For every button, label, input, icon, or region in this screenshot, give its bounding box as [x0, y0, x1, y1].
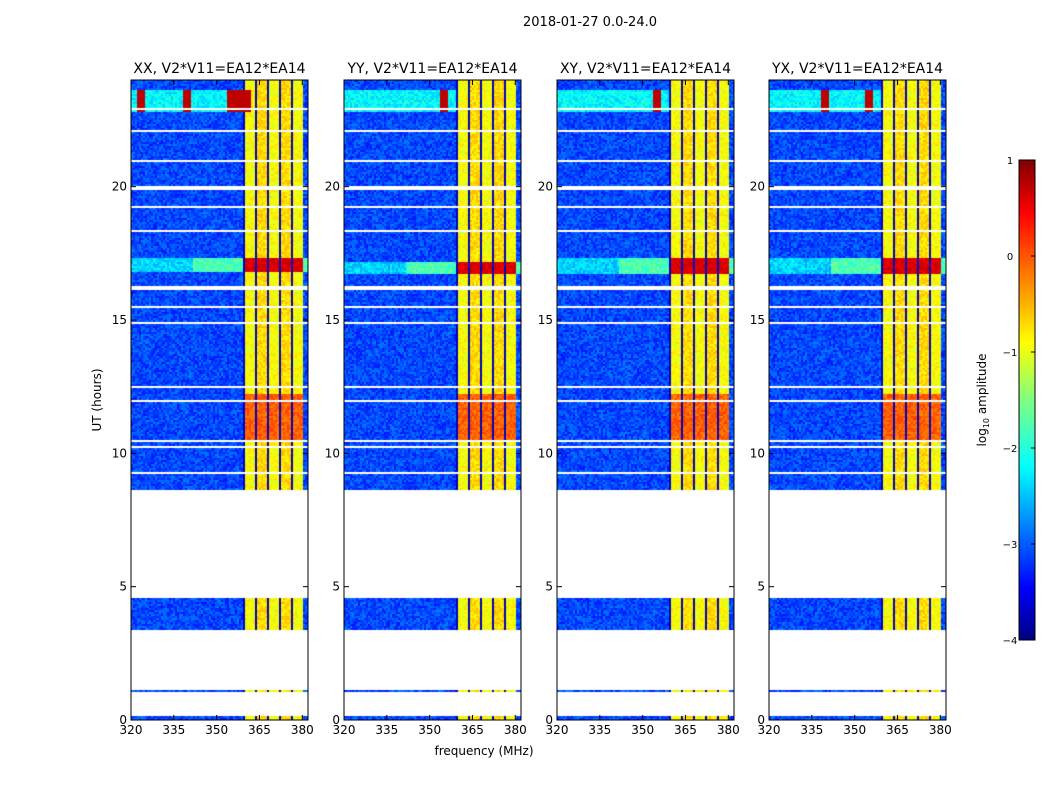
panel-1: XX, V2*V11=EA12*EA14 320 335 350 365 380 0 5 10 1…: [112, 61, 314, 737]
panel-2: YY, V2*V11=EA12*EA14 320 335 350 365 380 0 5 10 1…: [325, 61, 527, 737]
panel-1-xtick-label: 335: [162, 723, 185, 737]
panel-2-ytick-label: 15: [325, 313, 340, 327]
panel-1-frame: [130, 79, 309, 721]
panel-1-title: XX, V2*V11=EA12*EA14: [133, 61, 305, 77]
panel-3-ytick-label: 0: [545, 713, 553, 727]
panel-1-ytick-label: 5: [119, 580, 127, 594]
panel-3-spectrogram: [557, 80, 734, 720]
panel-3: XY, V2*V11=EA12*EA14 320 335 350 365 380 0 5 10 1…: [538, 61, 740, 737]
panel-4-ytick-label: 20: [750, 180, 765, 194]
panel-4-xtick-label: 350: [843, 723, 866, 737]
panel-1-ytick-label: 15: [112, 313, 127, 327]
panel-4-xtick-label: 335: [800, 723, 823, 737]
panel-2-xtick-label: 380: [504, 723, 527, 737]
panel-3-xtick-label: 320: [546, 723, 569, 737]
colorbar-tick-label: −2: [1003, 444, 1018, 455]
panel-2-frame: [343, 79, 522, 721]
colorbar-tick-label: −1: [1003, 348, 1018, 359]
panel-3-xtick-label: 365: [674, 723, 697, 737]
colorbar: 10−1−2−3−4 log10 amplitude: [975, 156, 1036, 647]
panel-4-ytick-label: 10: [750, 446, 765, 460]
panel-1-spectrogram: [131, 80, 308, 720]
colorbar-gradient: [1018, 159, 1036, 641]
panel-3-ytick-label: 15: [538, 313, 553, 327]
panels: XX, V2*V11=EA12*EA14 320 335 350 365 380 0 5 10 1…: [112, 61, 952, 737]
panel-2-spectrogram: [344, 80, 521, 720]
panel-2-xtick-label: 320: [333, 723, 356, 737]
colorbar-tick-label: −3: [1003, 540, 1018, 551]
panel-4-ytick-label: 5: [757, 580, 765, 594]
colorbar-tick-label: 0: [1007, 252, 1013, 263]
panel-2-xtick-label: 335: [375, 723, 398, 737]
panel-3-frame: [556, 79, 735, 721]
panel-4-title: YX, V2*V11=EA12*EA14: [771, 61, 943, 77]
panel-1-ytick-label: 20: [112, 180, 127, 194]
panel-2-ytick-label: 0: [332, 713, 340, 727]
panel-3-xtick-label: 380: [717, 723, 740, 737]
panel-4-ytick-label: 0: [757, 713, 765, 727]
panel-4: YX, V2*V11=EA12*EA14 320 335 350 365 380 0 5 10 1…: [750, 61, 952, 737]
panel-2-ytick-label: 20: [325, 180, 340, 194]
x-axis-label: frequency (MHz): [434, 744, 533, 758]
panel-3-ytick-label: 10: [538, 446, 553, 460]
panel-4-xtick-label: 380: [929, 723, 952, 737]
panel-3-title: XY, V2*V11=EA12*EA14: [560, 61, 731, 77]
figure-suptitle: 2018-01-27 0.0-24.0: [523, 15, 657, 30]
panel-1-xtick-label: 320: [120, 723, 143, 737]
panel-4-xtick-label: 365: [886, 723, 909, 737]
panel-4-frame: [768, 79, 947, 721]
panel-1-ytick-label: 10: [112, 446, 127, 460]
panel-4-ytick-label: 15: [750, 313, 765, 327]
panel-1-ytick-label: 0: [119, 713, 127, 727]
panel-2-ytick-label: 10: [325, 446, 340, 460]
colorbar-label-main: log: [975, 428, 989, 446]
panel-3-xtick-label: 335: [588, 723, 611, 737]
colorbar-label-rest: amplitude: [975, 354, 989, 418]
panel-4-spectrogram: [769, 80, 946, 720]
panel-1-xtick-label: 365: [248, 723, 271, 737]
panel-1-xtick-label: 380: [291, 723, 314, 737]
colorbar-tick-label: −4: [1003, 636, 1018, 647]
panel-2-title: YY, V2*V11=EA12*EA14: [346, 61, 517, 77]
panel-3-ytick-label: 20: [538, 180, 553, 194]
panel-2-ytick-label: 5: [332, 580, 340, 594]
panel-1-xtick-label: 350: [205, 723, 228, 737]
panel-2-xtick-label: 350: [418, 723, 441, 737]
colorbar-label: log10 amplitude: [975, 354, 991, 447]
panel-3-xtick-label: 350: [631, 723, 654, 737]
panel-2-xtick-label: 365: [461, 723, 484, 737]
panel-4-xtick-label: 320: [758, 723, 781, 737]
y-axis-label: UT (hours): [90, 368, 104, 431]
panel-3-ytick-label: 5: [545, 580, 553, 594]
colorbar-label-sub: 10: [982, 418, 991, 428]
colorbar-ticks: 1 0 −1 −2 −3 −4: [1003, 156, 1035, 647]
colorbar-tick-label: 1: [1007, 156, 1013, 167]
